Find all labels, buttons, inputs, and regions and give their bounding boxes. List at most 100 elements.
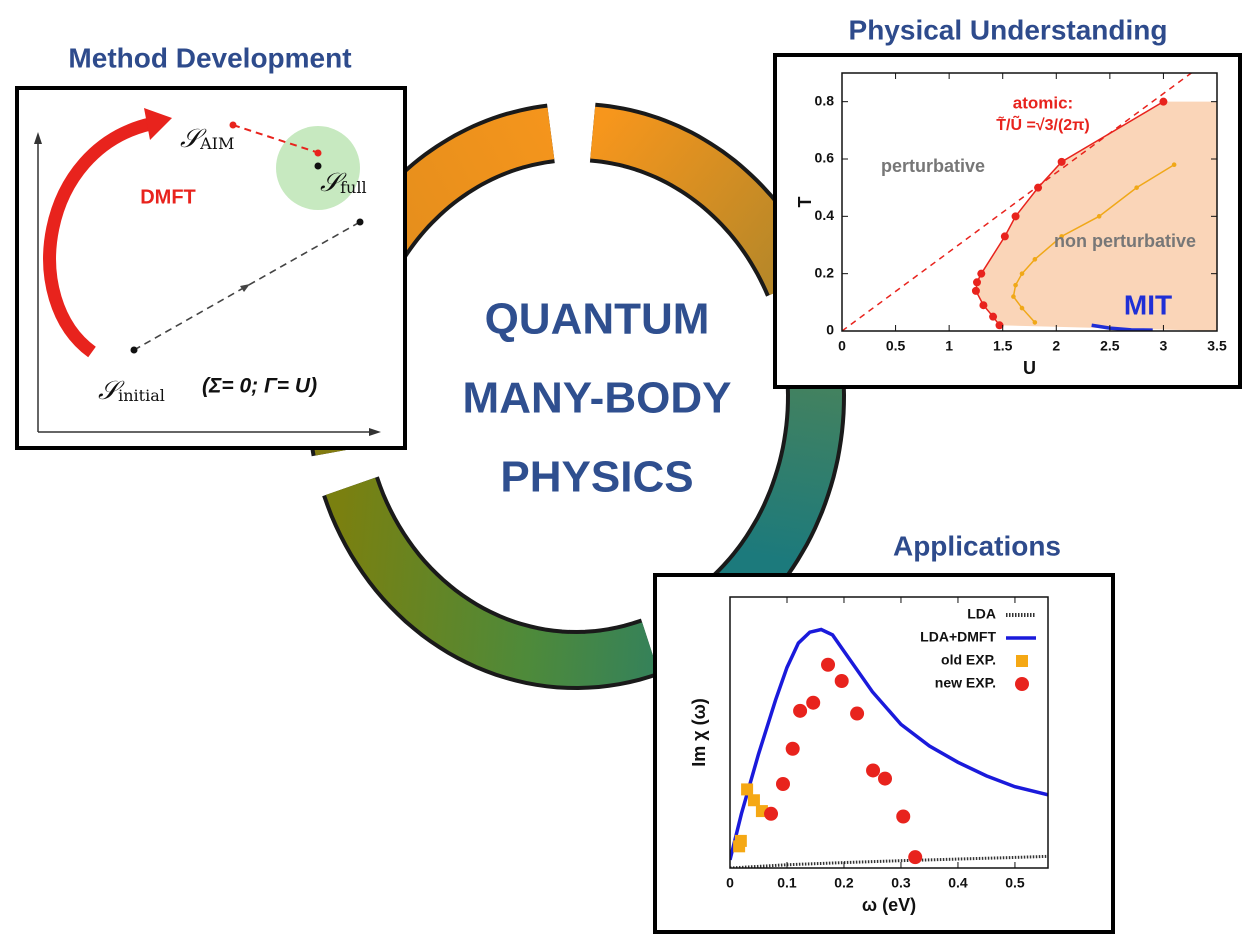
marker <box>1013 282 1018 288</box>
y-axis-label: T <box>795 197 815 208</box>
annotation: T̃/Ũ =√3/(2π) <box>996 114 1090 134</box>
marker <box>973 278 981 287</box>
plot-frame <box>841 72 1218 332</box>
marker <box>764 806 779 821</box>
marker <box>806 695 821 710</box>
x-tick-label: 0 <box>726 875 734 891</box>
plot-frame <box>729 596 1049 869</box>
legend-label: LDA+DMFT <box>920 629 996 645</box>
x-tick-label: 2.5 <box>1100 338 1120 354</box>
marker <box>1096 214 1102 219</box>
x-tick-label: 1 <box>945 338 953 354</box>
x-tick-label: 0.4 <box>948 875 968 891</box>
marker <box>1000 232 1009 241</box>
marker <box>1019 305 1025 311</box>
center-line: QUANTUM <box>485 295 710 344</box>
center-line: PHYSICS <box>500 453 693 502</box>
condition: (Σ= 0; Γ= U) <box>202 375 317 398</box>
marker <box>979 301 988 310</box>
marker <box>866 763 881 778</box>
series-line <box>730 627 1048 861</box>
legend-label: LDA <box>967 606 996 622</box>
marker <box>971 286 980 295</box>
plot-area <box>842 73 1217 331</box>
marker <box>1032 320 1038 325</box>
panel-title: Applications <box>893 530 1061 561</box>
method-panel: DMFT 𝒮AIM 𝒮full 𝒮initial (Σ= 0; Γ= U) <box>15 86 407 450</box>
x-axis-label: U <box>1023 358 1036 378</box>
marker <box>1019 271 1025 276</box>
dmft-label: DMFT <box>140 186 196 208</box>
marker <box>989 312 998 321</box>
marker <box>977 269 986 278</box>
dashed-path <box>133 221 361 351</box>
panel-title: Physical Understanding <box>849 14 1168 45</box>
marker <box>793 703 808 718</box>
region-fill <box>975 101 1217 331</box>
marker <box>1011 212 1020 221</box>
marker <box>1032 257 1038 262</box>
series-line <box>1012 164 1175 323</box>
marker <box>741 783 754 796</box>
marker <box>785 741 800 756</box>
marker <box>1134 185 1139 190</box>
y-tick-label: 0.4 <box>815 207 835 223</box>
series-line <box>1091 323 1153 331</box>
dashed-arrow <box>232 124 317 153</box>
marker <box>850 706 865 721</box>
marker <box>1011 294 1016 299</box>
marker <box>1059 234 1064 239</box>
y-tick-label: 0.8 <box>815 92 835 108</box>
x-tick-label: 0.3 <box>891 875 911 891</box>
center-line: MANY-BODY <box>463 374 732 423</box>
marker <box>1159 97 1168 106</box>
x-tick-label: 1.5 <box>993 338 1013 354</box>
legend-swatch <box>1015 677 1029 691</box>
x-tick-label: 0.5 <box>886 338 906 354</box>
panel-frame <box>653 573 1115 934</box>
legend-swatch <box>1016 655 1028 667</box>
point <box>356 218 364 226</box>
arrowhead <box>144 108 172 140</box>
marker <box>734 834 747 847</box>
spectrum-chart: 0 0.1 0.2 0.3 0.4 0.5 ω (eV) Im χ (ω) LDA LDA+DMF… <box>689 596 1049 915</box>
point <box>130 346 138 354</box>
x-tick-label: 2 <box>1052 338 1060 354</box>
legend-label: old EXP. <box>941 652 996 668</box>
ring-segment <box>590 106 818 295</box>
dmft-arrow <box>43 117 152 358</box>
marker <box>995 321 1004 330</box>
x-tick-label: 3.5 <box>1207 338 1227 354</box>
x-tick-label: 3 <box>1160 338 1168 354</box>
marker <box>908 850 923 865</box>
marker <box>1171 162 1177 168</box>
arrowhead <box>369 428 381 436</box>
marker <box>776 776 790 791</box>
point <box>229 121 237 129</box>
annotation: non perturbative <box>1054 231 1196 251</box>
marker <box>1034 183 1043 192</box>
x-tick-label: 0.1 <box>777 875 797 891</box>
marker <box>834 674 849 689</box>
x-axis-label: ω (eV) <box>862 895 916 915</box>
x-tick-label: 0.2 <box>834 875 854 891</box>
point <box>314 149 322 157</box>
ring-segment <box>325 477 659 687</box>
y-tick-label: 0.6 <box>815 150 835 166</box>
y-axis-label: Im χ (ω) <box>689 698 709 767</box>
y-tick-label: 0.2 <box>815 264 835 280</box>
arrowhead <box>34 132 42 144</box>
state-label: 𝒮AIM <box>180 124 234 154</box>
x-tick-label: 0 <box>838 338 846 354</box>
legend-label: new EXP. <box>935 675 996 691</box>
marker <box>821 657 836 672</box>
annotation: perturbative <box>881 156 985 176</box>
marker <box>896 809 911 824</box>
point <box>314 162 322 170</box>
x-tick-label: 0.5 <box>1005 875 1025 891</box>
marker <box>1057 157 1066 166</box>
annotation: atomic: <box>1013 93 1073 112</box>
marker <box>878 771 893 786</box>
y-tick-label: 0 <box>826 322 834 338</box>
